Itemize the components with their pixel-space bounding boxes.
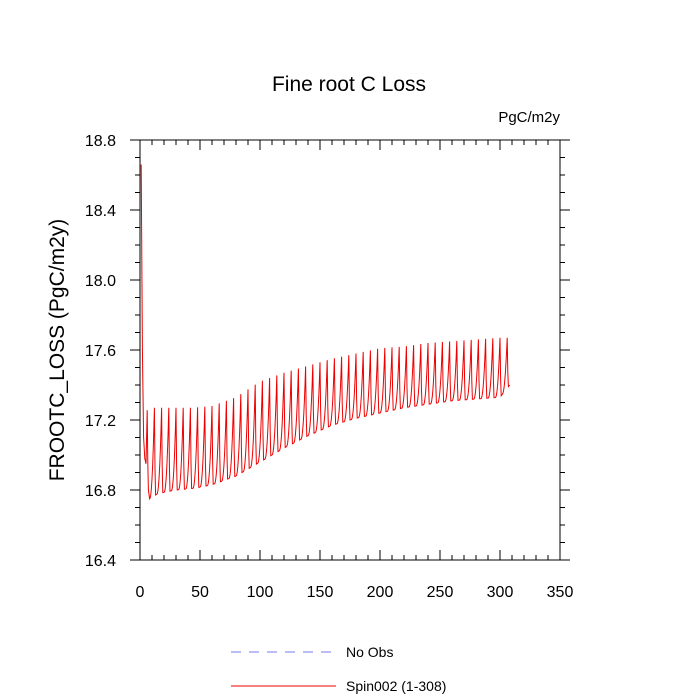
x-tick-label: 150 bbox=[307, 584, 334, 601]
tick-labels-layer: 0 50 100 150 200 250 300 350 16.4 16.8 17.2 17.6 18.… bbox=[85, 133, 574, 601]
x-tick-label: 100 bbox=[247, 584, 274, 601]
units-label: PgC/m2y bbox=[498, 109, 560, 126]
y-tick-label: 18.0 bbox=[85, 273, 116, 290]
x-tick-label: 200 bbox=[367, 584, 394, 601]
ticks-layer bbox=[130, 139, 570, 561]
y-tick-label: 18.8 bbox=[85, 133, 116, 150]
series-line-spin002 bbox=[140, 164, 510, 501]
series-layer bbox=[140, 164, 510, 501]
y-tick-label: 16.8 bbox=[85, 483, 116, 500]
legend-label-no-obs: No Obs bbox=[346, 644, 393, 660]
legend-label-spin002: Spin002 (1-308) bbox=[346, 678, 446, 694]
y-tick-label: 17.2 bbox=[85, 413, 116, 430]
y-tick-label: 16.4 bbox=[85, 553, 116, 570]
plot-frame bbox=[139, 139, 561, 561]
x-tick-label: 350 bbox=[547, 584, 574, 601]
x-tick-label: 250 bbox=[427, 584, 454, 601]
x-tick-label: 50 bbox=[191, 584, 209, 601]
x-tick-label: 300 bbox=[487, 584, 514, 601]
legend: No Obs Spin002 (1-308) bbox=[231, 644, 446, 694]
y-axis-label: FROOTC_LOSS (PgC/m2y) bbox=[46, 219, 69, 482]
y-tick-label: 18.4 bbox=[85, 203, 116, 220]
y-tick-label: 17.6 bbox=[85, 343, 116, 360]
x-tick-label: 0 bbox=[136, 584, 145, 601]
chart-title: Fine root C Loss bbox=[272, 73, 426, 96]
